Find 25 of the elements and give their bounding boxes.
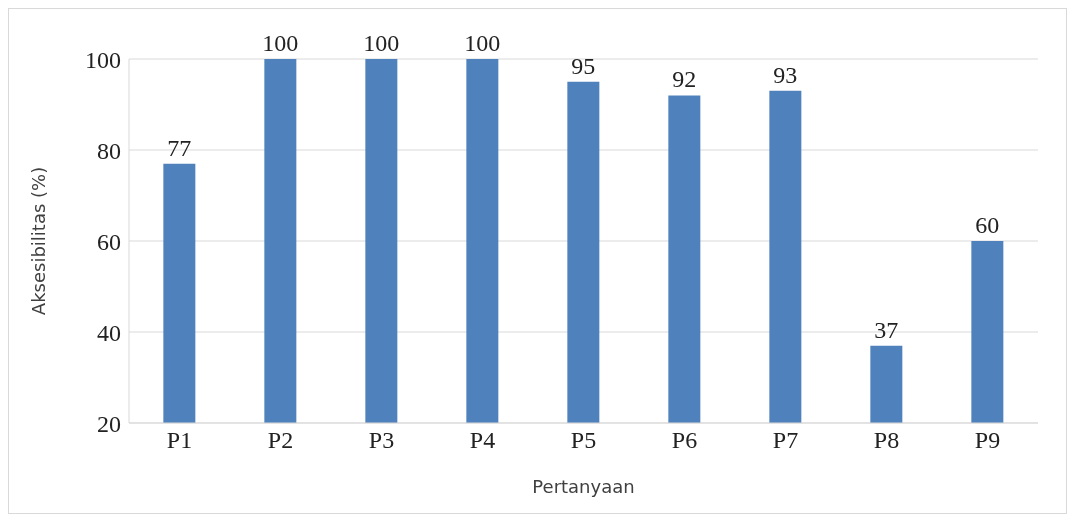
data-label: 100 [464, 30, 501, 56]
data-label: 92 [672, 66, 697, 93]
y-tick-label: 100 [85, 46, 121, 73]
x-tick-label: P8 [873, 427, 900, 454]
x-tick-label: P7 [772, 427, 799, 454]
x-tick-label: P2 [267, 427, 294, 454]
data-label: 93 [773, 61, 798, 88]
x-tick-label: P9 [974, 427, 1001, 454]
x-tick-label: P4 [469, 427, 496, 454]
y-tick-label: 40 [97, 319, 121, 346]
data-label: 100 [262, 30, 299, 56]
x-tick-label: P1 [166, 427, 193, 454]
data-label: 77 [167, 134, 192, 161]
y-tick-label: 20 [97, 410, 121, 437]
y-tick-label: 80 [97, 137, 121, 164]
data-label: 60 [975, 212, 1000, 238]
data-label: 37 [874, 316, 899, 343]
data-label: 100 [363, 30, 400, 56]
x-tick-label: P6 [671, 427, 698, 454]
x-tick-label: P3 [368, 427, 395, 454]
data-label: 95 [571, 52, 596, 79]
y-axis-title: Aksesibilitas (%) [28, 166, 50, 316]
x-axis-title: Pertanyaan [532, 476, 635, 497]
y-tick-label: 60 [97, 228, 121, 255]
x-tick-label: P5 [570, 427, 597, 454]
